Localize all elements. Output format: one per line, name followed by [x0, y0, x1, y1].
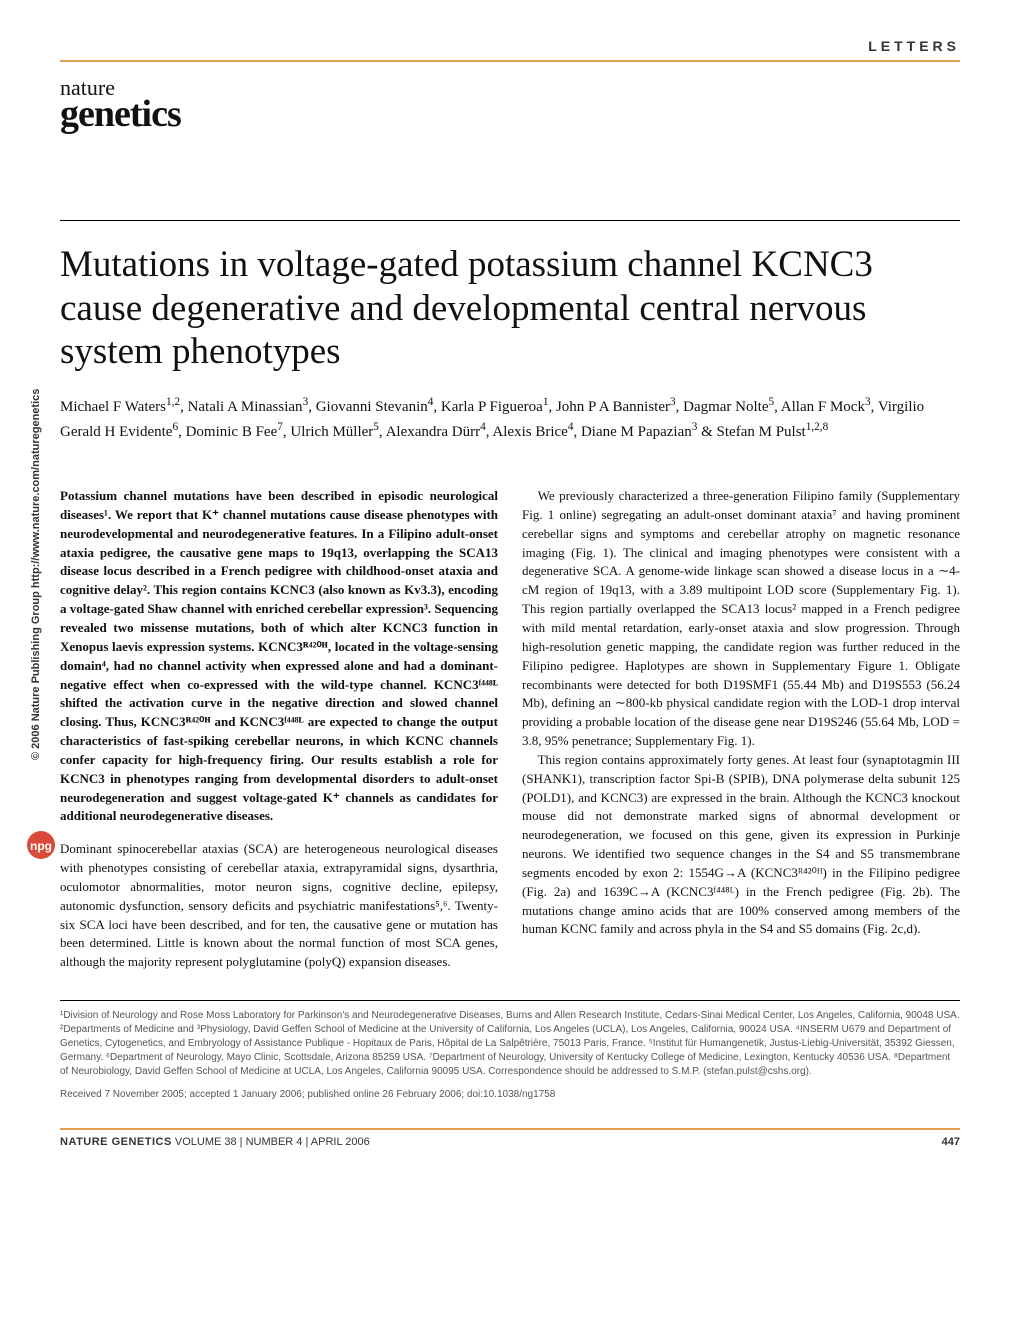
logo-line-1: nature: [60, 78, 960, 98]
footer-journal: NATURE GENETICS: [60, 1136, 172, 1148]
received-line: Received 7 November 2005; accepted 1 Jan…: [60, 1089, 960, 1100]
body-paragraph: Dominant spinocerebellar ataxias (SCA) a…: [60, 840, 498, 972]
page-number: 447: [942, 1136, 960, 1148]
footer-issue: VOLUME 38 | NUMBER 4 | APRIL 2006: [172, 1136, 370, 1148]
logo-line-2: genetics: [60, 98, 960, 130]
title-rule: [60, 220, 960, 221]
top-accent-rule: [60, 60, 960, 62]
section-label: LETTERS: [60, 38, 960, 54]
affiliations: ¹Division of Neurology and Rose Moss Lab…: [60, 1009, 960, 1079]
body-text: Potassium channel mutations have been de…: [60, 487, 960, 972]
npg-badge-icon: npg: [26, 830, 56, 860]
footer-citation: NATURE GENETICS VOLUME 38 | NUMBER 4 | A…: [60, 1136, 370, 1148]
copyright-sidebar: © 2006 Nature Publishing Group http://ww…: [30, 389, 42, 760]
abstract: Potassium channel mutations have been de…: [60, 487, 498, 826]
body-paragraph: We previously characterized a three-gene…: [522, 487, 960, 751]
body-paragraph: This region contains approximately forty…: [522, 751, 960, 939]
page-footer: NATURE GENETICS VOLUME 38 | NUMBER 4 | A…: [60, 1136, 960, 1148]
footer-accent-rule: [60, 1128, 960, 1130]
affiliations-rule: [60, 1000, 960, 1001]
author-list: Michael F Waters1,2, Natali A Minassian3…: [60, 394, 960, 443]
journal-logo: nature genetics: [60, 78, 960, 130]
svg-text:npg: npg: [30, 839, 52, 853]
article-title: Mutations in voltage-gated potassium cha…: [60, 243, 960, 374]
